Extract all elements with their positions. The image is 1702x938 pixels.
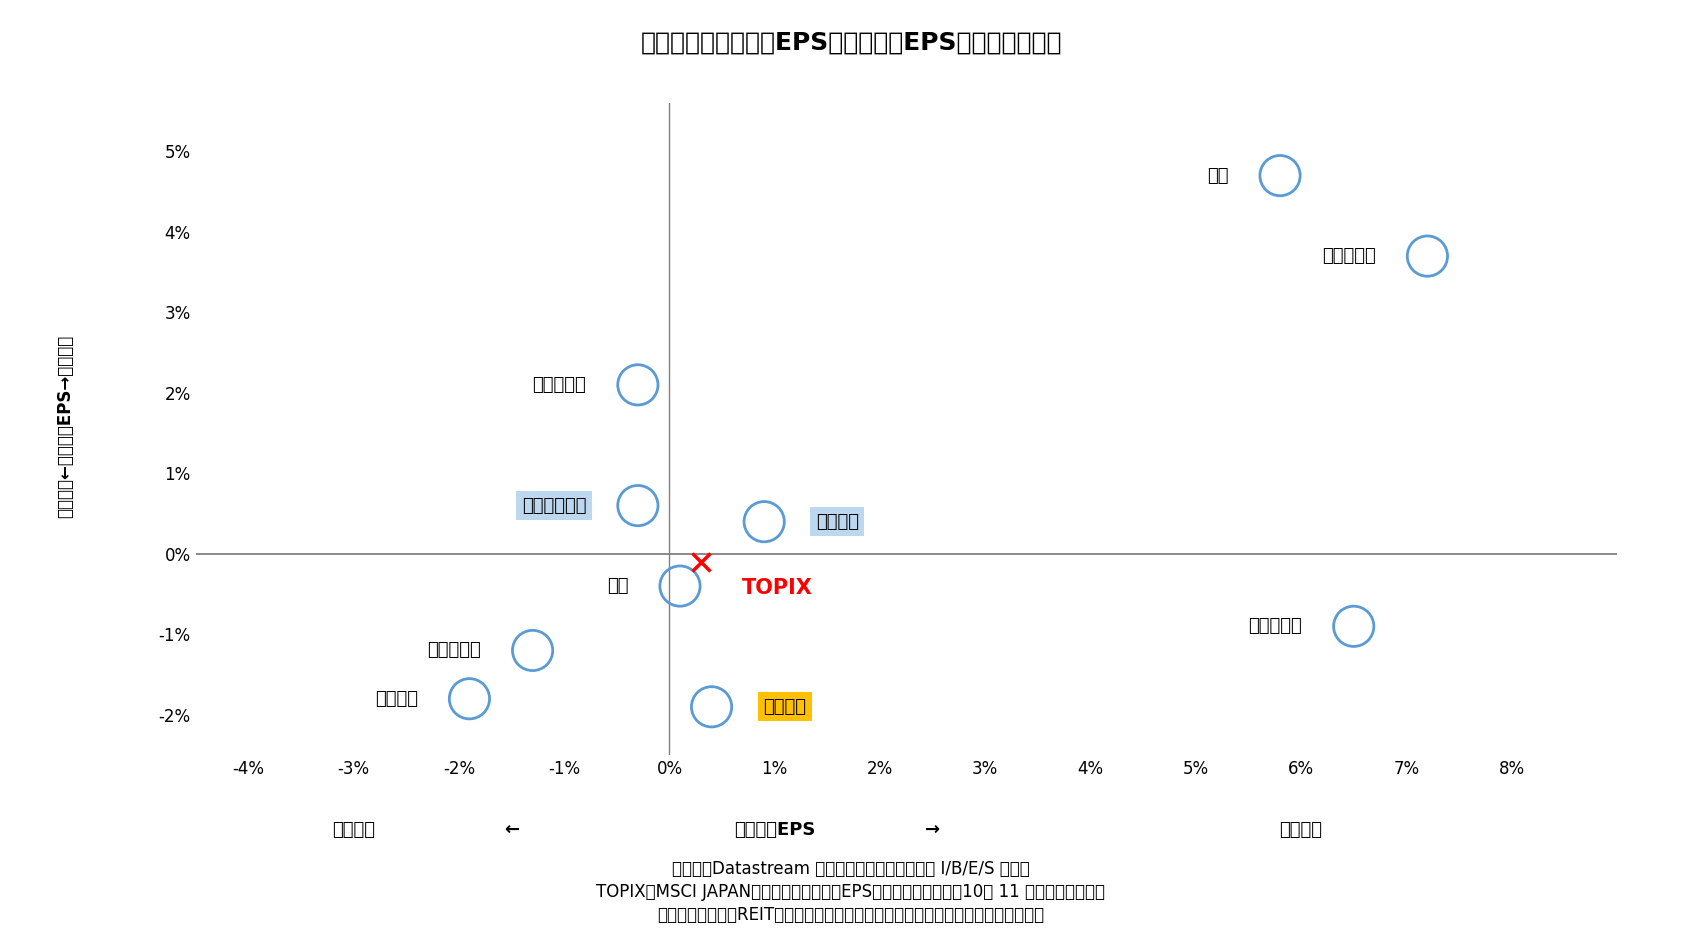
Text: 情報技術: 情報技術 <box>762 698 807 716</box>
Text: 電気通信サ: 電気通信サ <box>1248 617 1302 635</box>
Text: 資本財サ: 資本財サ <box>815 513 860 531</box>
Text: TOPIXとMSCI JAPANの各セクターの予想EPSの６月末から直近（10月 11 日）までの変化率: TOPIXとMSCI JAPANの各セクターの予想EPSの６月末から直近（10月… <box>596 883 1106 901</box>
Text: 上方修正: 上方修正 <box>1280 821 1322 840</box>
Text: 金融: 金融 <box>608 577 628 595</box>
Text: 下方修正←来期予想EPS→上方修正: 下方修正←来期予想EPS→上方修正 <box>56 335 73 519</box>
Text: ←: ← <box>504 821 519 840</box>
Text: エネルギー: エネルギー <box>1322 247 1375 265</box>
Text: 公益事業: 公益事業 <box>374 689 417 708</box>
Text: →: → <box>926 821 940 840</box>
Text: TOPIX: TOPIX <box>742 578 814 598</box>
Text: 素材: 素材 <box>1207 167 1229 185</box>
Text: 不動産セクターはREITが含まれるため除外。セクター名の「サ」はサービスの略。: 不動産セクターはREITが含まれるため除外。セクター名の「サ」はサービスの略。 <box>657 906 1045 925</box>
Text: 生活必需品: 生活必需品 <box>427 642 482 659</box>
Text: （資料）Datastream より筆者作成。予想は全て I/B/E/S 予想。: （資料）Datastream より筆者作成。予想は全て I/B/E/S 予想。 <box>672 859 1030 878</box>
Text: 【図表３】今期予想EPSと来期予想EPSの変化率の分布: 【図表３】今期予想EPSと来期予想EPSの変化率の分布 <box>640 30 1062 54</box>
Text: 下方修正: 下方修正 <box>332 821 374 840</box>
Text: ヘルスケア: ヘルスケア <box>533 376 585 394</box>
Text: 一般消費財サ: 一般消費財サ <box>523 496 585 515</box>
Text: 今期予想EPS: 今期予想EPS <box>734 821 815 840</box>
